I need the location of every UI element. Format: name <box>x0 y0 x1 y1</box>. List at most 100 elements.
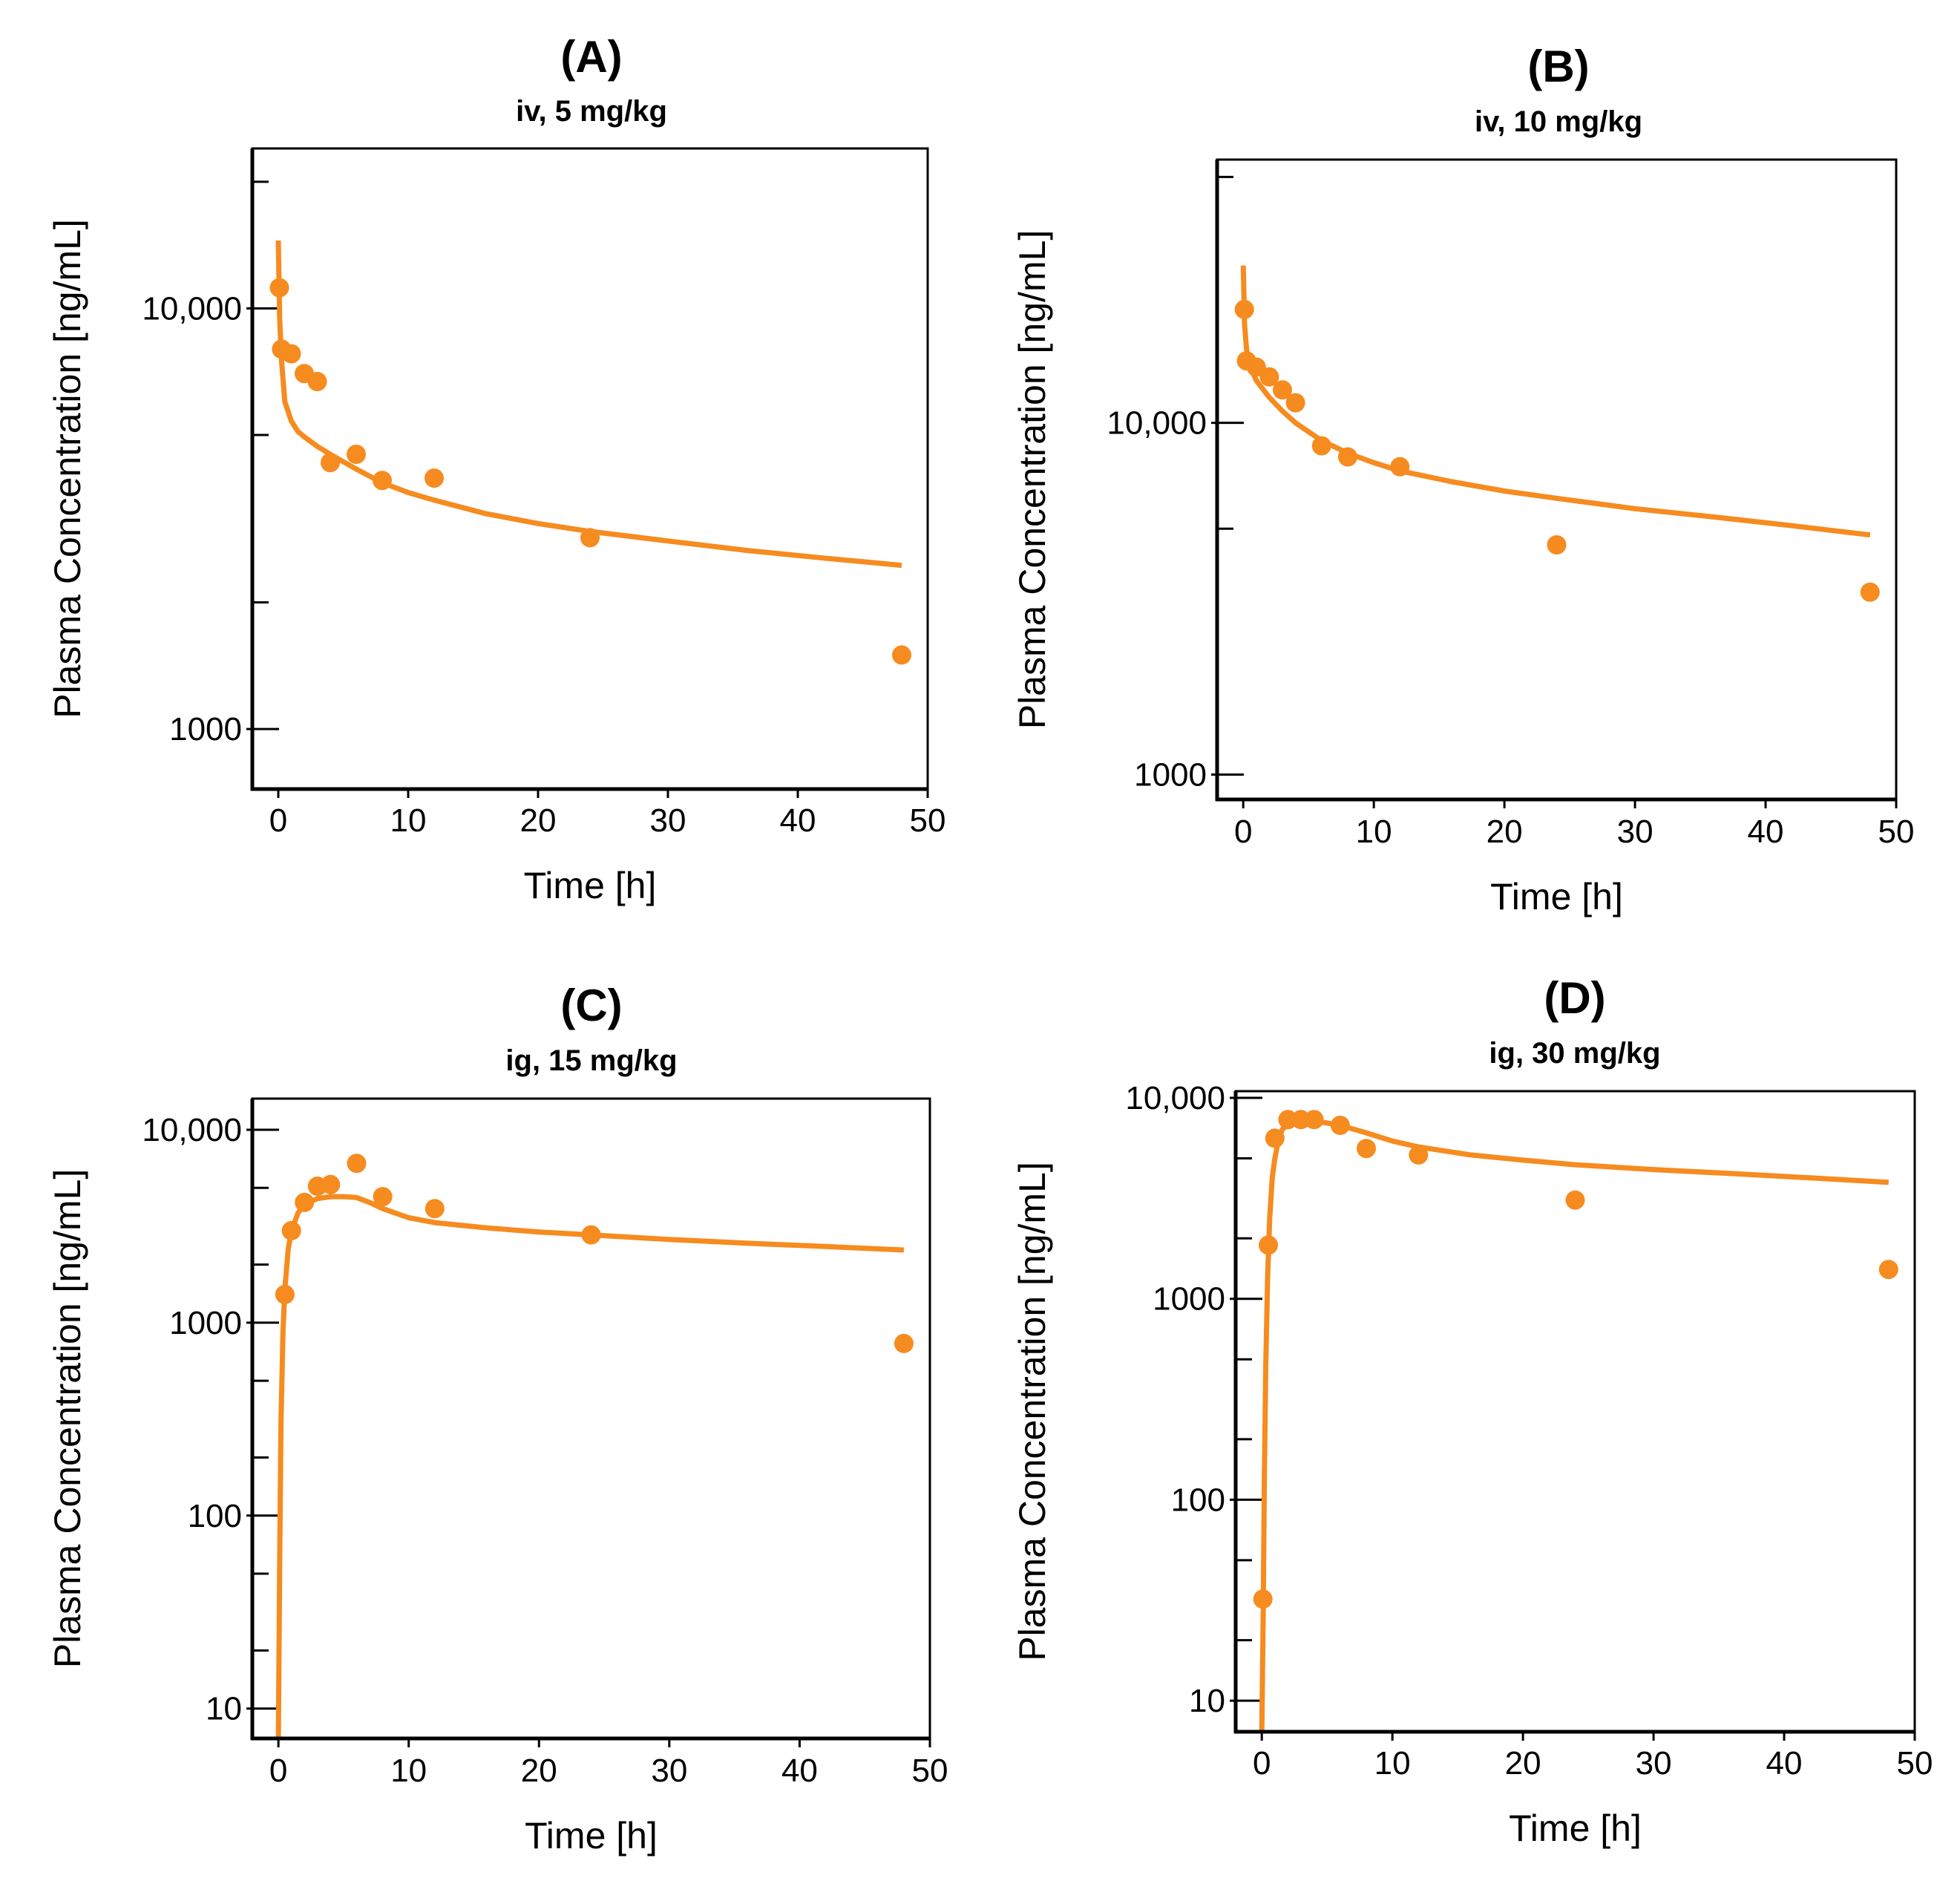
observed-point <box>580 528 600 548</box>
observed-point <box>1246 357 1266 377</box>
plot-frame <box>251 1097 931 1740</box>
x-axis-title: Time [h] <box>1490 876 1623 917</box>
panel-subtitle: iv, 5 mg/kg <box>516 95 667 128</box>
series-group <box>275 1154 914 1739</box>
observed-point <box>1259 367 1279 387</box>
x-tick-label: 50 <box>1878 814 1915 850</box>
observed-point <box>1409 1145 1429 1165</box>
observed-point <box>1253 1589 1273 1609</box>
panel-c: (C) ig, 15 mg/kg 10 100 1000 10,000 0 10 20 30… <box>47 981 948 1856</box>
panel-subtitle: ig, 15 mg/kg <box>505 1044 677 1077</box>
observed-point <box>425 468 444 488</box>
observed-point <box>281 344 301 364</box>
y-tick-label: 1000 <box>169 1305 242 1341</box>
x-ticks: 0 10 20 30 40 50 <box>269 1738 948 1789</box>
observed-point <box>581 1225 601 1245</box>
observed-point <box>269 278 289 298</box>
observed-point <box>321 453 340 473</box>
y-axis-title: Plasma Concentration [ng/mL] <box>1012 1162 1053 1661</box>
series-group <box>1234 265 1880 602</box>
simulated-curve <box>1240 265 1871 538</box>
observed-point <box>1234 299 1254 319</box>
panel-label: (D) <box>1544 973 1605 1023</box>
plot-frame <box>1216 158 1898 801</box>
x-tick-label: 0 <box>269 802 287 839</box>
y-tick-label: 10,000 <box>142 1112 242 1148</box>
x-tick-label: 20 <box>1505 1745 1541 1782</box>
panel-label: (C) <box>560 981 622 1030</box>
observed-point <box>1338 447 1357 467</box>
panel-label: (B) <box>1527 42 1589 91</box>
x-tick-label: 20 <box>521 1753 557 1789</box>
x-tick-label: 20 <box>520 802 557 839</box>
observed-point <box>1330 1116 1350 1135</box>
observed-point <box>1547 535 1567 554</box>
x-tick-label: 10 <box>390 802 427 839</box>
observed-point <box>1285 393 1305 413</box>
observed-point <box>894 1333 914 1353</box>
x-axis-title: Time [h] <box>1509 1807 1642 1849</box>
y-tick-label: 10,000 <box>1107 405 1207 442</box>
observed-point <box>1565 1190 1585 1210</box>
y-tick-label: 100 <box>1171 1482 1225 1518</box>
y-ticks: 10 100 1000 10,000 <box>142 1112 279 1727</box>
x-tick-label: 40 <box>781 1753 818 1789</box>
panel-subtitle: ig, 30 mg/kg <box>1489 1037 1660 1070</box>
observed-point <box>1357 1139 1376 1159</box>
observed-point <box>1390 457 1410 477</box>
x-tick-label: 30 <box>1617 814 1653 850</box>
x-ticks: 0 10 20 30 40 50 <box>269 789 946 839</box>
x-tick-label: 30 <box>651 1753 687 1789</box>
observed-point <box>425 1199 445 1219</box>
y-tick-label: 1000 <box>1134 757 1207 794</box>
observed-point <box>1259 1235 1278 1255</box>
series-group <box>1253 1110 1898 1733</box>
observed-point <box>1304 1110 1324 1130</box>
observed-point <box>892 645 911 665</box>
y-tick-label: 1000 <box>169 711 242 747</box>
panel-d: (D) ig, 30 mg/kg 10 100 1000 10,000 0 10 20 30… <box>1012 973 1933 1849</box>
simulated-curve <box>1259 1118 1889 1733</box>
x-tick-label: 20 <box>1487 814 1523 850</box>
x-tick-label: 0 <box>269 1753 287 1789</box>
observed-point <box>281 1220 301 1240</box>
x-tick-label: 50 <box>1897 1745 1933 1782</box>
x-tick-label: 40 <box>1748 814 1784 850</box>
x-tick-label: 30 <box>650 802 686 839</box>
observed-point <box>1265 1128 1285 1148</box>
y-ticks: 1000 10,000 <box>142 180 279 747</box>
observed-point <box>295 1192 315 1212</box>
x-tick-label: 10 <box>390 1753 427 1789</box>
y-axis-title: Plasma Concentration [ng/mL] <box>1012 230 1053 730</box>
observed-point <box>1273 380 1292 400</box>
y-tick-label: 1000 <box>1153 1281 1225 1318</box>
observed-point <box>321 1174 341 1194</box>
y-tick-label: 10,000 <box>142 290 242 327</box>
panel-a: (A) iv, 5 mg/kg 1000 10,000 0 10 20 30 40 50 T… <box>47 32 945 906</box>
x-tick-label: 40 <box>1766 1745 1803 1782</box>
y-tick-label: 10 <box>206 1691 242 1727</box>
observed-point <box>1311 436 1331 456</box>
y-ticks: 10 100 1000 10,000 <box>1125 1080 1262 1719</box>
y-tick-label: 10 <box>1189 1683 1225 1719</box>
observed-point <box>1860 582 1880 602</box>
observed-point <box>373 1187 393 1207</box>
x-ticks: 0 10 20 30 40 50 <box>1253 1732 1933 1782</box>
y-tick-label: 10,000 <box>1125 1080 1225 1116</box>
x-tick-label: 50 <box>910 802 946 839</box>
x-tick-label: 10 <box>1374 1745 1411 1782</box>
observed-point <box>373 471 392 491</box>
observed-point <box>307 372 327 391</box>
y-tick-label: 100 <box>188 1498 242 1534</box>
y-axis-title: Plasma Concentration [ng/mL] <box>47 1169 88 1669</box>
panel-subtitle: iv, 10 mg/kg <box>1475 105 1642 138</box>
observed-point <box>347 1154 367 1174</box>
observed-point <box>1878 1260 1898 1280</box>
x-tick-label: 40 <box>780 802 816 839</box>
observed-point <box>347 445 366 464</box>
y-ticks: 1000 10,000 <box>1107 175 1244 794</box>
x-tick-label: 30 <box>1636 1745 1672 1782</box>
observed-point <box>275 1284 295 1304</box>
